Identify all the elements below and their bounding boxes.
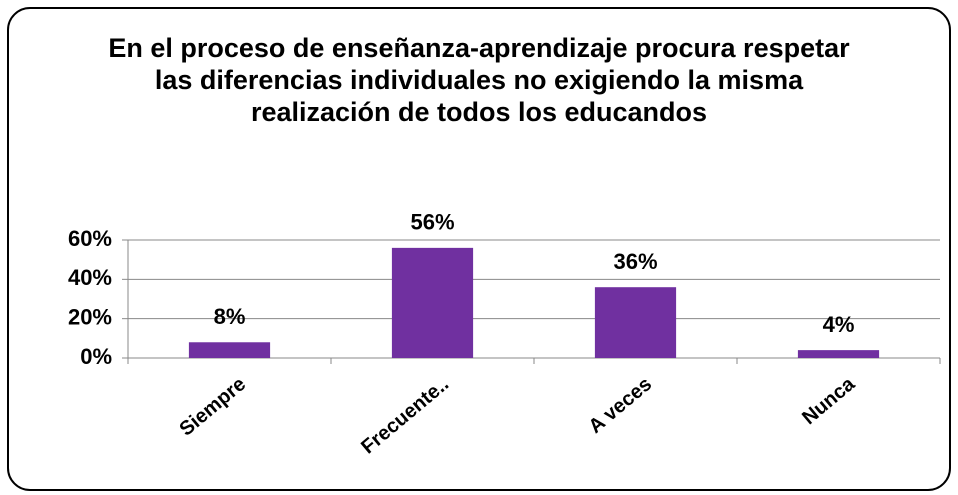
data-label: 36%	[613, 249, 657, 274]
bar	[797, 350, 880, 358]
y-tick-label: 40%	[68, 265, 112, 290]
bar	[188, 342, 271, 358]
data-label: 8%	[214, 304, 246, 329]
y-tick-label: 60%	[68, 226, 112, 251]
data-label: 4%	[823, 312, 855, 337]
chart-frame	[7, 7, 951, 491]
bar	[391, 247, 474, 358]
data-label: 56%	[410, 210, 454, 235]
y-tick-label: 0%	[80, 344, 112, 369]
y-tick-label: 20%	[68, 304, 112, 329]
bar	[594, 287, 677, 358]
chart-title: En el proceso de enseñanza-aprendizaje p…	[108, 33, 850, 127]
